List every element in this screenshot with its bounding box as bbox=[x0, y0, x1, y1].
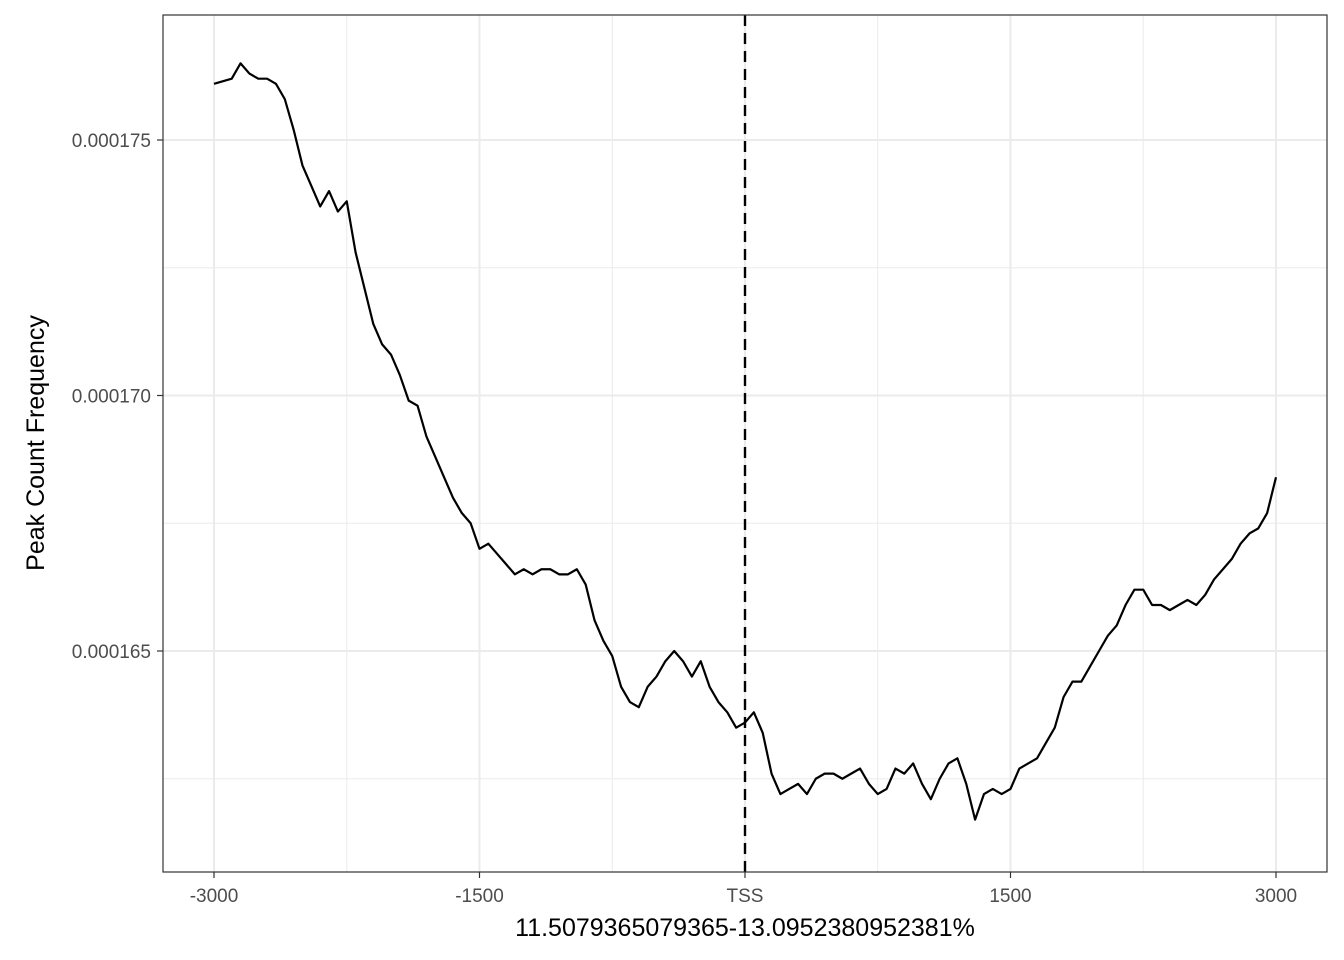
x-tick-label: 3000 bbox=[1255, 886, 1297, 907]
x-axis-title: 11.5079365079365-13.0952380952381% bbox=[515, 914, 975, 942]
series-line bbox=[213, 62, 1278, 821]
y-axis: 0.000165 0.000170 0.000175 bbox=[72, 131, 163, 663]
x-axis: -3000 -1500 TSS 1500 3000 bbox=[190, 872, 1297, 907]
series-layer bbox=[213, 62, 1278, 821]
x-tick-label: -3000 bbox=[190, 886, 239, 907]
y-tick-label: 0.000170 bbox=[72, 387, 151, 408]
y-tick-label: 0.000175 bbox=[72, 131, 151, 152]
y-tick-label: 0.000165 bbox=[72, 642, 151, 663]
y-axis-title: Peak Count Frequency bbox=[22, 315, 50, 571]
x-tick-label: TSS bbox=[727, 886, 764, 907]
x-tick-label: 1500 bbox=[989, 886, 1031, 907]
x-tick-label: -1500 bbox=[455, 886, 504, 907]
